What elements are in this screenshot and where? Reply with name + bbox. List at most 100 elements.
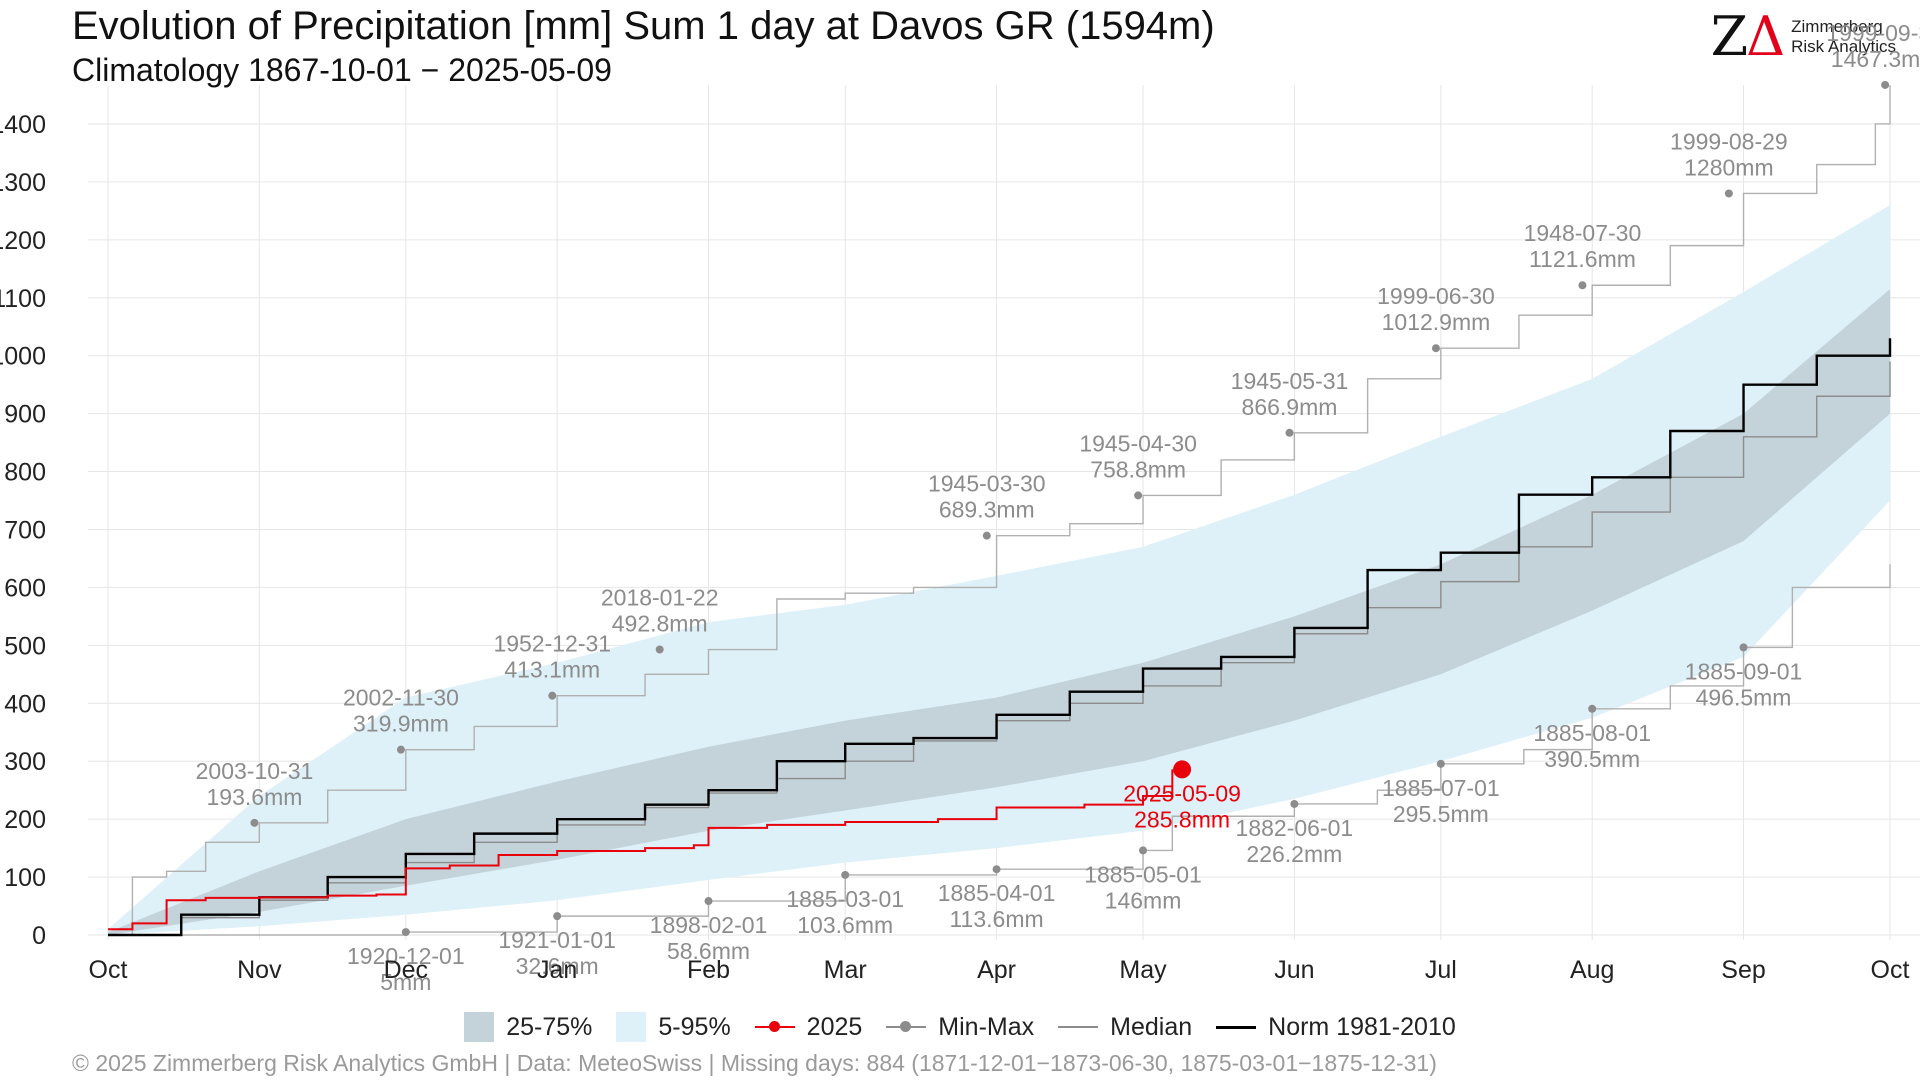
y-tick-label: 1400 <box>0 111 46 139</box>
max-annotation-value: 866.9mm <box>1242 394 1338 420</box>
footer-credits: © 2025 Zimmerberg Risk Analytics GmbH | … <box>72 1050 1437 1076</box>
min-annotation-point <box>1290 799 1299 808</box>
min-annotation-date: 1921-01-01 <box>498 927 616 953</box>
min-annotation-date: 1885-04-01 <box>938 880 1056 906</box>
min-annotation-value: 226.2mm <box>1246 841 1342 867</box>
y-tick-label: 300 <box>4 748 46 776</box>
y-tick-label: 1100 <box>0 285 46 313</box>
min-annotation-point <box>553 912 562 921</box>
min-annotation-point <box>992 865 1001 874</box>
max-annotation-value: 758.8mm <box>1090 456 1186 482</box>
y-tick-label: 200 <box>4 806 46 834</box>
y-tick-label: 600 <box>4 574 46 602</box>
legend-label: Min-Max <box>938 1012 1035 1041</box>
x-tick-label: Jul <box>1425 956 1457 984</box>
max-annotation-date: 1948-07-30 <box>1524 220 1642 246</box>
x-tick-label: Feb <box>687 956 730 984</box>
x-tick-label: Nov <box>237 956 282 984</box>
legend-line-key <box>886 1017 927 1037</box>
y-tick-label: 0 <box>32 922 46 950</box>
max-annotation-point <box>655 645 664 654</box>
min-annotation-point <box>1588 704 1597 713</box>
series-lines <box>108 84 1892 937</box>
series-2025 <box>108 769 1174 931</box>
min-annotation-value: 113.6mm <box>949 906 1043 932</box>
company-logo: ZΔ Zimmerberg Risk Analytics <box>1711 10 1896 64</box>
legend-item: 25-75% <box>464 1012 592 1042</box>
min-annotation-date: 1885-03-01 <box>786 886 904 912</box>
logo-line-1: Zimmerberg <box>1791 17 1883 36</box>
y-tick-label: 800 <box>4 459 46 487</box>
chart-subtitle: Climatology 1867-10-01 − 2025-05-09 <box>72 52 612 88</box>
legend-item: Median <box>1058 1013 1192 1042</box>
min-annotation-date: 1885-07-01 <box>1382 775 1500 801</box>
y-tick-label: 400 <box>4 690 46 718</box>
max-annotation-date: 1999-08-29 <box>1670 128 1788 154</box>
min-annotation-point <box>1739 643 1748 652</box>
max-annotation-date: 1999-06-30 <box>1377 283 1495 309</box>
max-annotation-point <box>1285 428 1294 437</box>
min-annotation-date: 1898-02-01 <box>650 912 768 938</box>
legend-swatch <box>616 1012 647 1042</box>
min-annotation-point <box>1139 846 1148 855</box>
max-annotation-value: 1280mm <box>1684 154 1773 180</box>
series-min-max-upper <box>108 84 1891 936</box>
min-annotation-value: 295.5mm <box>1393 801 1489 827</box>
current-date-label: 2025-05-09 <box>1123 780 1241 806</box>
max-annotation-value: 1121.6mm <box>1529 246 1636 272</box>
x-tick-label: Aug <box>1570 956 1614 984</box>
logo-text: Zimmerberg Risk Analytics <box>1791 17 1896 57</box>
x-tick-label: Apr <box>977 956 1016 984</box>
min-annotation-date: 1885-09-01 <box>1685 658 1803 684</box>
y-tick-label: 700 <box>4 516 46 544</box>
chart-title: Evolution of Precipitation [mm] Sum 1 da… <box>72 4 1215 48</box>
legend-line-key <box>1058 1017 1099 1037</box>
logo-mark-icon: ZΔ <box>1710 5 1786 68</box>
min-annotation-date: 1882-06-01 <box>1236 815 1354 841</box>
legend-label: Norm 1981-2010 <box>1268 1012 1456 1041</box>
legend-line-key <box>1216 1017 1257 1037</box>
legend-line-key <box>754 1017 795 1037</box>
max-annotation-value: 1467.3mm <box>1831 46 1920 72</box>
band-5-95 <box>108 205 1890 935</box>
min-annotation-point <box>841 870 850 879</box>
legend-item: 5-95% <box>616 1012 731 1042</box>
current-value-label: 285.8mm <box>1134 806 1230 832</box>
max-annotation-date: 2018-01-22 <box>601 585 719 611</box>
legend-item: 2025 <box>754 1013 862 1042</box>
min-annotation-value: 146mm <box>1105 887 1182 913</box>
x-tick-label: Jan <box>537 956 577 984</box>
chart-legend: 25-75% 5-95% 2025 Min-Max Median Norm 1981-20… <box>0 1012 1920 1042</box>
x-tick-label: Mar <box>824 956 867 984</box>
max-annotation-point <box>1431 344 1440 353</box>
x-tick-label: May <box>1119 956 1167 984</box>
min-annotation-date: 1885-05-01 <box>1084 861 1202 887</box>
y-tick-label: 500 <box>4 632 46 660</box>
x-tick-label: Oct <box>1871 956 1910 984</box>
x-tick-label: Dec <box>384 956 428 984</box>
max-annotation-date: 1945-05-31 <box>1231 368 1349 394</box>
chart-axes: 0 100 200 300 400 500 600 700 800 900 1000 1100 1200… <box>0 111 1909 984</box>
max-annotation-point <box>548 691 557 700</box>
legend-item: Norm 1981-2010 <box>1216 1013 1456 1042</box>
min-annotation-value: 58.6mm <box>667 938 750 964</box>
max-annotation-point <box>1578 281 1587 290</box>
y-tick-label: 1200 <box>0 227 46 255</box>
legend-label: Median <box>1110 1012 1193 1041</box>
x-tick-label: Jun <box>1274 956 1314 984</box>
max-annotation-point <box>1724 189 1733 198</box>
max-annotation-value: 193.6mm <box>207 784 303 810</box>
max-annotation-value: 413.1mm <box>504 657 600 683</box>
min-annotation-point <box>704 897 713 906</box>
max-annotation-date: 2003-10-31 <box>196 758 314 784</box>
min-annotation-point <box>1436 759 1445 768</box>
min-annotation-point <box>401 928 410 937</box>
max-annotation-value: 689.3mm <box>939 497 1035 523</box>
current-point <box>1173 760 1192 779</box>
x-tick-label: Sep <box>1721 956 1765 984</box>
min-annotation-date: 1885-08-01 <box>1533 720 1651 746</box>
max-annotation-value: 319.9mm <box>353 711 449 737</box>
max-annotation-point <box>250 818 259 827</box>
